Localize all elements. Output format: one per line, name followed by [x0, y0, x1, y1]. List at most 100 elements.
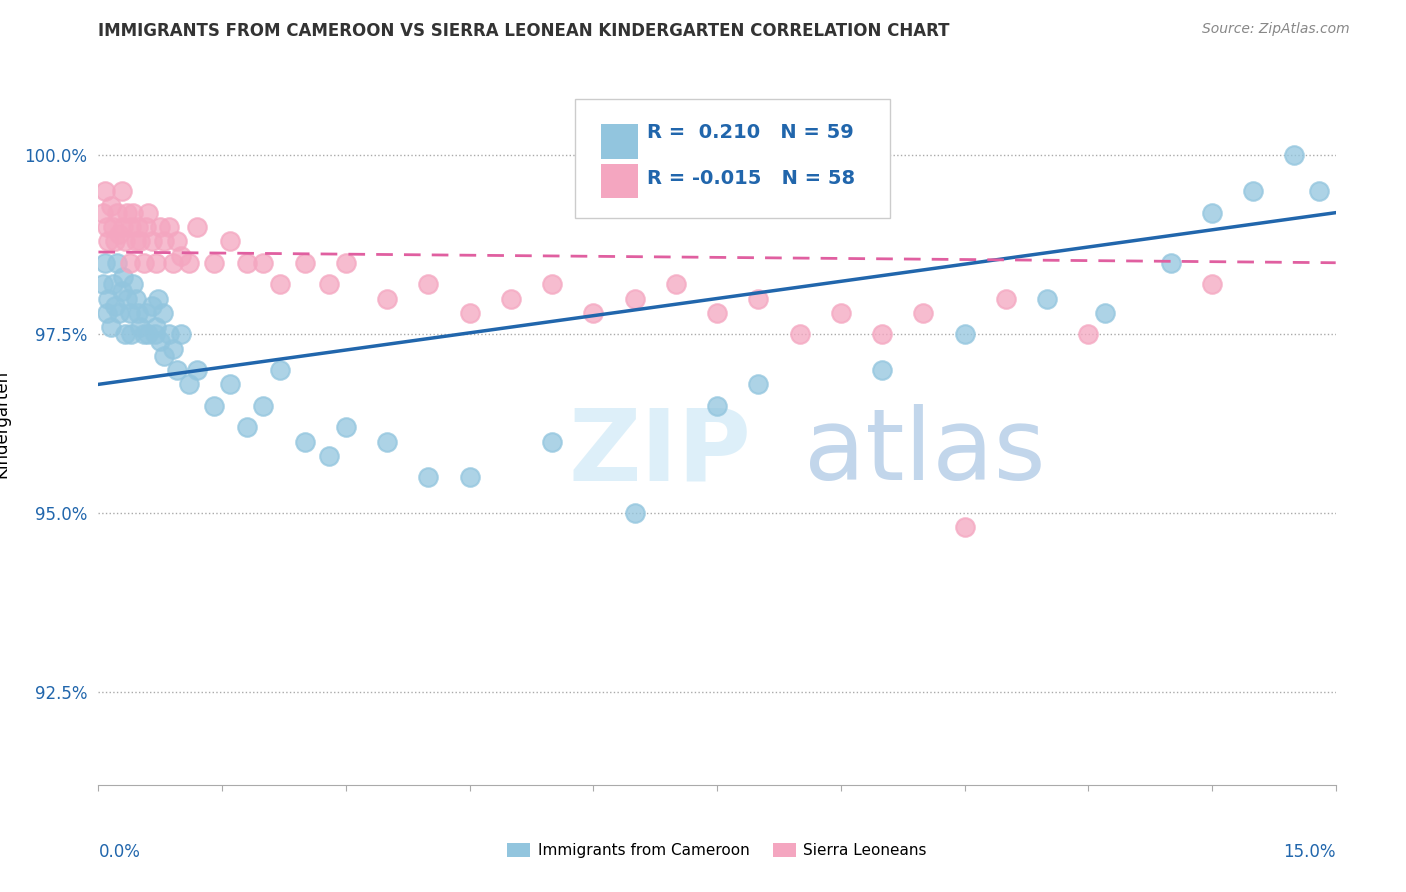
Point: [219, 234, 242, 248]
Point: [541, 434, 564, 449]
Point: [91, 277, 114, 292]
Point: [236, 256, 259, 270]
Point: [117, 292, 139, 306]
Point: [145, 256, 167, 270]
Point: [186, 363, 208, 377]
Text: 15.0%: 15.0%: [1284, 843, 1336, 861]
Point: [103, 277, 125, 292]
Text: atlas: atlas: [804, 404, 1045, 501]
Point: [162, 256, 184, 270]
Point: [100, 320, 122, 334]
Y-axis label: Kindergarten: Kindergarten: [0, 369, 10, 478]
Point: [94, 184, 117, 198]
Point: [269, 363, 291, 377]
Point: [112, 270, 135, 285]
Point: [789, 327, 811, 342]
Point: [100, 198, 122, 212]
Point: [132, 327, 155, 342]
Point: [1241, 184, 1264, 198]
Point: [103, 219, 125, 234]
Point: [96, 306, 118, 320]
Point: [870, 327, 893, 342]
Point: [143, 327, 166, 342]
Point: [269, 277, 291, 292]
Point: [141, 234, 163, 248]
Point: [94, 256, 117, 270]
Point: [110, 285, 132, 299]
Point: [117, 205, 139, 219]
Text: IMMIGRANTS FROM CAMEROON VS SIERRA LEONEAN KINDERGARTEN CORRELATION CHART: IMMIGRANTS FROM CAMEROON VS SIERRA LEONE…: [98, 22, 950, 40]
Point: [1094, 306, 1116, 320]
Point: [97, 234, 120, 248]
Point: [166, 363, 188, 377]
Point: [118, 256, 141, 270]
Point: [252, 256, 274, 270]
Point: [145, 320, 167, 334]
Point: [135, 306, 157, 320]
Point: [1077, 327, 1099, 342]
Point: [128, 320, 150, 334]
Point: [747, 292, 769, 306]
Point: [122, 277, 145, 292]
Point: [541, 277, 564, 292]
Point: [170, 249, 193, 263]
Point: [418, 470, 440, 484]
Point: [335, 256, 357, 270]
Point: [219, 377, 242, 392]
Legend: Immigrants from Cameroon, Sierra Leoneans: Immigrants from Cameroon, Sierra Leonean…: [502, 837, 932, 864]
Point: [706, 306, 728, 320]
Point: [1160, 256, 1182, 270]
Point: [202, 399, 225, 413]
Text: ZIP: ZIP: [568, 404, 751, 501]
Point: [136, 327, 159, 342]
Point: [104, 299, 127, 313]
Point: [127, 306, 149, 320]
Point: [110, 184, 132, 198]
Point: [157, 327, 180, 342]
Point: [120, 219, 142, 234]
Point: [236, 420, 259, 434]
Point: [157, 219, 180, 234]
Point: [375, 434, 398, 449]
Point: [105, 256, 128, 270]
Point: [166, 234, 188, 248]
Text: 0.0%: 0.0%: [98, 843, 141, 861]
Point: [128, 234, 150, 248]
Point: [118, 306, 141, 320]
Point: [335, 420, 357, 434]
Point: [112, 219, 135, 234]
Point: [114, 234, 136, 248]
Point: [104, 234, 127, 248]
Point: [458, 470, 481, 484]
Point: [146, 292, 169, 306]
Point: [294, 434, 316, 449]
Point: [108, 227, 131, 241]
Point: [122, 205, 145, 219]
Point: [127, 219, 149, 234]
FancyBboxPatch shape: [575, 99, 890, 218]
Point: [747, 377, 769, 392]
Point: [458, 306, 481, 320]
Point: [830, 306, 852, 320]
Point: [124, 234, 146, 248]
Point: [91, 205, 114, 219]
Point: [252, 399, 274, 413]
Point: [179, 377, 201, 392]
Point: [149, 334, 172, 349]
Point: [294, 256, 316, 270]
Point: [994, 292, 1017, 306]
Point: [1201, 205, 1223, 219]
Point: [375, 292, 398, 306]
Point: [135, 219, 157, 234]
Point: [953, 327, 976, 342]
Point: [912, 306, 935, 320]
Point: [953, 520, 976, 534]
FancyBboxPatch shape: [600, 124, 638, 159]
Point: [162, 342, 184, 356]
Point: [149, 219, 172, 234]
Point: [179, 256, 201, 270]
Point: [706, 399, 728, 413]
Point: [623, 506, 645, 520]
Point: [108, 306, 131, 320]
Point: [582, 306, 605, 320]
